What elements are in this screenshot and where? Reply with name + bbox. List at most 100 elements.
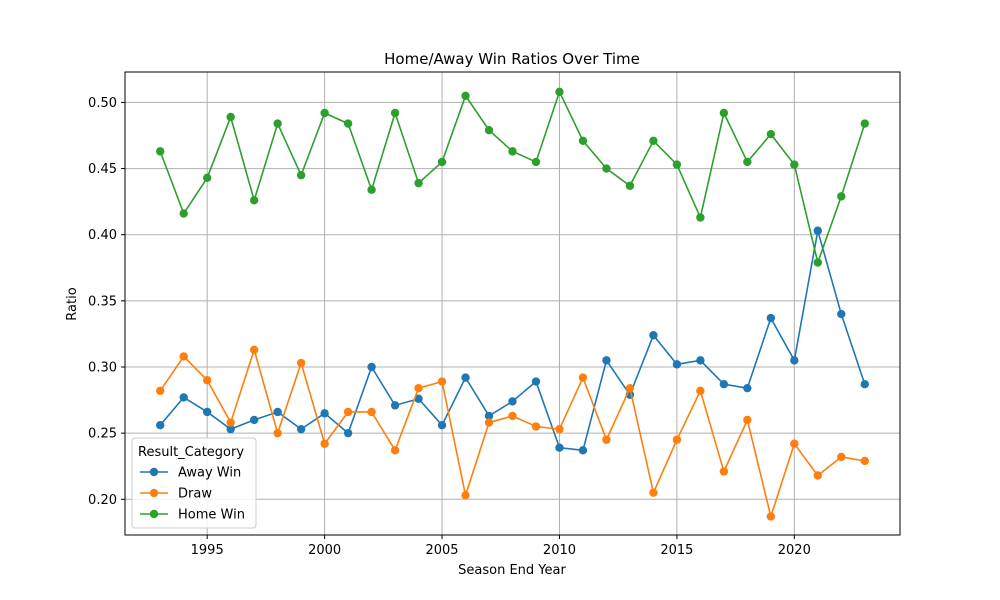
data-point-home-win [578,136,588,145]
y-tick-label: 0.25 [88,427,117,442]
data-point-home-win [226,112,235,122]
data-point-away-win [672,360,682,369]
data-point-draw [414,383,423,393]
axes: 1995 2000 2005 2010 2015 2020 0.20 0.25 0.30 0.35… [88,96,811,558]
data-point-draw [320,439,329,448]
data-point-home-win [696,213,705,222]
data-point-draw [531,422,541,431]
data-point-draw [602,435,611,444]
data-point-draw [508,411,517,421]
data-point-away-win [766,313,776,323]
data-point-away-win [813,226,823,235]
y-tick-label: 0.20 [88,493,117,508]
data-point-home-win [320,108,329,118]
legend-marker [149,488,159,498]
y-tick-label: 0.35 [88,294,117,309]
data-point-draw [555,424,564,434]
series-layer [156,87,869,521]
data-point-home-win [202,173,212,183]
data-point-away-win [743,383,752,393]
data-point-home-win [296,170,306,180]
data-point-away-win [414,394,423,403]
data-point-home-win [249,196,259,205]
series-away-win [156,226,869,455]
y-tick-label: 0.50 [88,96,117,111]
series-home-win [156,87,869,267]
data-point-draw [226,418,235,427]
data-point-draw [343,407,353,417]
data-point-home-win [766,129,776,139]
data-point-draw [625,383,635,393]
data-point-home-win [837,192,846,201]
data-point-home-win [437,157,447,167]
plot-area-frame [124,71,901,536]
data-point-home-win [813,258,823,267]
data-point-away-win [860,379,869,389]
legend-label: Draw [178,487,212,502]
data-point-home-win [343,119,353,128]
x-tick-label: 2000 [308,543,341,558]
data-point-draw [273,428,282,438]
data-point-draw [390,446,400,455]
data-point-away-win [484,411,494,421]
data-point-home-win [860,119,869,128]
data-point-away-win [226,424,235,434]
data-point-draw [696,386,705,396]
legend-item-draw: Draw [140,487,212,502]
data-point-draw [813,471,823,480]
data-point-away-win [437,421,447,430]
series-line-home-win [159,89,866,266]
data-point-draw [672,435,682,444]
legend: Result_Category Away Win Draw Home Win [131,437,257,529]
data-point-home-win [625,181,635,190]
data-point-home-win [484,126,494,135]
data-point-away-win [296,424,306,434]
data-point-draw [837,452,846,462]
legend-title: Result_Category [138,445,244,460]
y-axis-label: Ratio [65,287,80,320]
data-point-draw [860,456,869,466]
data-point-away-win [649,331,658,340]
data-point-draw [202,376,212,385]
data-point-draw [296,358,306,368]
data-point-home-win [602,164,611,173]
data-point-home-win [156,147,165,156]
data-point-home-win [743,157,752,167]
data-point-home-win [649,136,658,145]
x-axis-label: Season End Year [458,563,566,578]
data-point-draw [156,386,165,396]
data-point-draw [484,418,494,427]
data-point-draw [743,415,752,425]
data-point-away-win [461,373,470,382]
legend-item-home-win: Home Win [140,508,245,523]
data-point-home-win [719,108,729,118]
y-tick-label: 0.40 [88,228,117,243]
data-point-home-win [367,185,376,194]
data-point-away-win [249,415,259,425]
data-point-draw [437,377,447,386]
data-point-away-win [390,401,400,410]
x-tick-label: 2020 [778,543,811,558]
data-point-draw [367,407,376,417]
data-point-draw [461,491,470,500]
data-point-away-win [602,356,611,365]
legend-item-away-win: Away Win [140,466,241,481]
x-tick-label: 2015 [660,543,693,558]
data-point-home-win [461,91,470,101]
data-point-away-win [202,407,212,417]
data-point-away-win [367,362,376,372]
legend-box [131,437,257,529]
data-point-home-win [179,209,188,218]
data-point-draw [790,439,799,448]
data-point-away-win [156,421,165,430]
data-point-away-win [555,443,564,452]
data-point-draw [249,345,259,354]
legend-label: Home Win [178,508,245,523]
data-point-home-win [531,157,541,167]
y-tick-label: 0.30 [88,360,117,375]
legend-marker [149,467,159,477]
data-point-away-win [320,409,329,418]
data-point-draw [766,512,776,521]
data-point-away-win [719,379,729,389]
data-point-home-win [390,108,400,118]
